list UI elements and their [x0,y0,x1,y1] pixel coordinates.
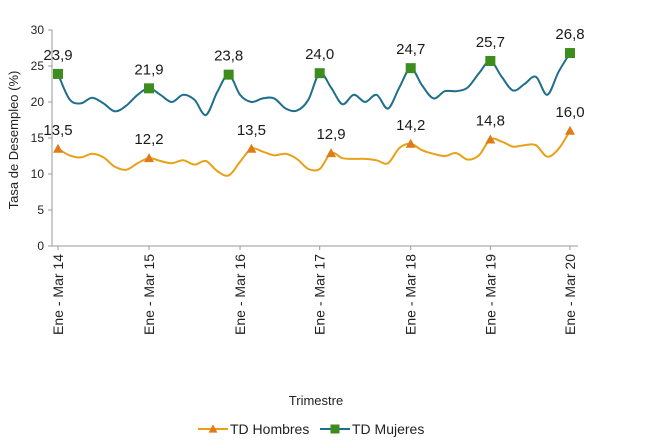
y-tick-label: 25 [31,59,45,73]
data-point-td-mujeres [405,63,416,74]
series-layer [53,48,575,177]
data-label-td-hombres: 13,5 [43,122,72,139]
data-point-td-hombres [53,143,63,153]
data-point-td-hombres [326,148,337,158]
y-tick-label: 0 [37,239,44,253]
series-td-mujeres [53,48,575,116]
data-label-td-mujeres: 26,8 [555,26,584,43]
y-tick-label: 30 [31,23,45,37]
data-point-td-mujeres [314,68,325,79]
data-point-td-mujeres [485,55,496,66]
data-point-td-mujeres [565,48,575,59]
data-point-td-mujeres [53,68,63,79]
data-point-td-hombres [246,143,257,153]
x-tick-label: Ene - Mar 17 [312,254,328,335]
data-label-td-mujeres: 23,9 [43,47,72,64]
series-td-hombres [53,125,575,177]
x-axis-title: Trimestre [289,393,343,408]
data-label-td-mujeres: 21,9 [134,61,163,78]
x-axis: Ene - Mar 14 Ene - Mar 15 Ene - Mar 16 Ene … [50,245,578,335]
x-tick-label: Ene - Mar 15 [141,254,157,335]
y-tick-label: 20 [31,95,45,109]
data-point-td-hombres [485,134,496,144]
x-tick-label: Ene - Mar 18 [403,254,419,335]
data-label-td-hombres: 16,0 [555,104,584,121]
data-label-td-mujeres: 24,0 [305,46,334,63]
legend-label-td-mujeres: TD Mujeres [352,421,424,437]
x-tick-label: Ene - Mar 20 [562,254,578,335]
data-label-td-hombres: 12,2 [134,131,163,148]
legend-marker-td-mujeres [330,424,340,434]
legend-marker-td-hombres [208,424,218,433]
data-point-td-hombres [144,153,155,163]
legend-item-td-hombres: TD Hombres [198,421,309,437]
data-label-td-mujeres: 25,7 [476,34,505,51]
x-tick-label: Ene - Mar 19 [482,254,498,335]
data-labels: 13,5 12,2 13,5 12,9 14,2 14,8 16,0 23,9 21,9 23,8… [43,26,584,148]
legend: TD Hombres TD Mujeres [198,421,424,437]
series-line-td-hombres [57,130,571,177]
y-tick-label: 15 [31,131,45,145]
y-axis: 0 5 10 15 20 25 30 [31,23,53,253]
data-point-td-hombres [405,138,416,148]
data-label-td-hombres: 14,2 [396,117,425,134]
data-point-td-hombres [565,125,575,135]
y-tick-label: 10 [31,167,45,181]
data-label-td-hombres: 12,9 [316,126,345,143]
data-label-td-mujeres: 23,8 [214,48,243,65]
x-tick-label: Ene - Mar 16 [232,254,248,335]
data-point-td-mujeres [223,69,234,80]
y-axis-title: Tasa de Desempleo (%) [6,71,21,210]
x-tick-label: Ene - Mar 14 [50,254,66,335]
data-label-td-mujeres: 24,7 [396,41,425,58]
data-label-td-hombres: 14,8 [476,112,505,129]
legend-item-td-mujeres: TD Mujeres [320,421,424,437]
y-tick-label: 5 [37,203,44,217]
legend-label-td-hombres: TD Hombres [230,421,309,437]
data-label-td-hombres: 13,5 [237,122,266,139]
data-point-td-mujeres [144,83,155,94]
series-line-td-mujeres [57,52,571,116]
